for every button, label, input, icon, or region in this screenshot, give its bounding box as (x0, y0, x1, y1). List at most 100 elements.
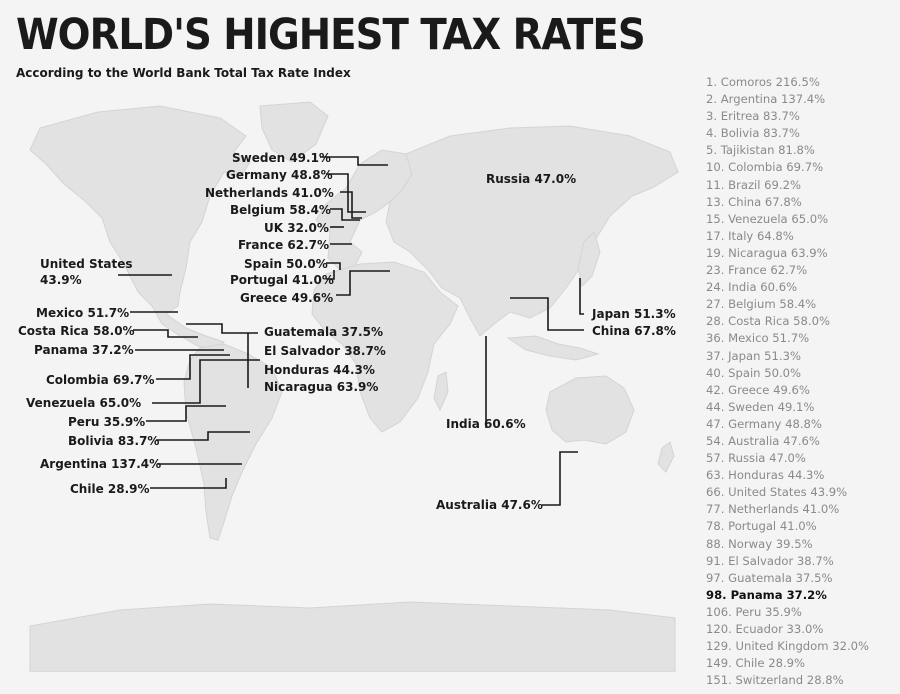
ranking-item: 17. Italy 64.8% (706, 228, 794, 243)
label-australia: Australia 47.6% (436, 498, 543, 512)
indonesia-landmass (506, 335, 600, 361)
ranking-item: 63. Honduras 44.3% (706, 468, 825, 483)
ranking-item: 40. Spain 50.0% (706, 365, 802, 380)
ranking-item: 66. United States 43.9% (706, 485, 848, 500)
ranking-item: 106. Peru 35.9% (706, 604, 802, 619)
ranking-item: 88. Norway 39.5% (706, 536, 813, 551)
leader-netherlands (340, 191, 362, 219)
leader-venezuela (152, 359, 260, 404)
label-argentina: Argentina 137.4% (40, 457, 162, 471)
label-chile: Chile 28.9% (70, 482, 150, 496)
label-honduras: Honduras 44.3% (264, 363, 375, 377)
leader-spain (326, 262, 341, 270)
ranking-item: 11. Brazil 69.2% (706, 177, 801, 192)
label-venezuela: Venezuela 65.0% (26, 396, 142, 410)
tax-rate-ranking-list: 1. Comoros 216.5% 2. Argentina 137.4% 3. E… (706, 74, 869, 689)
ranking-item: 23. France 62.7% (706, 263, 808, 278)
ranking-item: 4. Bolivia 83.7% (706, 126, 800, 141)
ranking-item: 91. El Salvador 38.7% (706, 553, 834, 568)
leader-china (510, 297, 584, 331)
europe-landmass (315, 149, 413, 271)
ranking-item: 2. Argentina 137.4% (706, 92, 826, 107)
label-united-states: United States 43.9% (40, 256, 133, 288)
ranking-item: 57. Russia 47.0% (706, 451, 806, 466)
leader-chile (150, 478, 227, 489)
label-mexico: Mexico 51.7% (36, 306, 130, 320)
leader-japan (579, 278, 584, 315)
label-india: India 60.6% (446, 417, 526, 431)
ranking-item: 13. China 67.8% (706, 194, 802, 209)
label-peru: Peru 35.9% (68, 415, 146, 429)
africa-landmass (311, 261, 459, 433)
label-costa-rica: Costa Rica 58.0% (18, 324, 135, 338)
new-zealand-landmass (657, 441, 675, 473)
ranking-item: 97. Guatemala 37.5% (706, 570, 833, 585)
label-guatemala: Guatemala 37.5% (264, 325, 383, 339)
ranking-item: 19. Nicaragua 63.9% (706, 245, 828, 260)
ranking-item: 78. Portugal 41.0% (706, 519, 817, 534)
ranking-item: 44. Sweden 49.1% (706, 399, 815, 414)
japan-landmass (577, 231, 601, 287)
ranking-item: 77. Netherlands 41.0% (706, 502, 840, 517)
label-russia: Russia 47.0% (486, 172, 577, 186)
page-title: WORLD'S HIGHEST TAX RATES (16, 10, 646, 60)
ranking-item: 149. Chile 28.9% (706, 656, 806, 671)
madagascar-landmass (433, 371, 449, 412)
label-china: China 67.8% (592, 324, 676, 338)
page-subtitle: According to the World Bank Total Tax Ra… (16, 66, 351, 80)
ranking-item: 27. Belgium 58.4% (706, 297, 817, 312)
ranking-item: 3. Eritrea 83.7% (706, 109, 800, 124)
ranking-item: 37. Japan 51.3% (706, 348, 801, 363)
leader-australia (542, 451, 578, 506)
leader-bolivia (156, 431, 250, 441)
antarctica-landmass (29, 601, 676, 672)
ranking-item: 42. Greece 49.6% (706, 382, 810, 397)
label-united-states-rate: 43.9% (40, 273, 82, 287)
world-map-svg (29, 101, 679, 672)
ranking-item: 151. Switzerland 28.8% (706, 673, 844, 688)
label-france: France 62.7% (238, 238, 330, 252)
leader-costa-rica (133, 329, 198, 338)
label-bolivia: Bolivia 83.7% (68, 434, 160, 448)
world-map (10, 92, 685, 672)
ranking-item: 24. India 60.6% (706, 280, 798, 295)
label-sweden: Sweden 49.1% (232, 151, 331, 165)
leader-belgium (330, 208, 360, 221)
greenland-landmass (259, 101, 329, 163)
label-colombia: Colombia 69.7% (46, 373, 155, 387)
ranking-item: 1. Comoros 216.5% (706, 75, 820, 89)
label-uk: UK 32.0% (264, 221, 329, 235)
ranking-item: 98. Panama 37.2% (706, 587, 827, 602)
label-greece: Greece 49.6% (240, 291, 334, 305)
label-netherlands: Netherlands 41.0% (205, 186, 334, 200)
label-portugal: Portugal 41.0% (230, 273, 334, 287)
label-nicaragua: Nicaragua 63.9% (264, 380, 379, 394)
leader-germany (326, 173, 366, 213)
leader-colombia (156, 354, 230, 380)
label-united-states-name: United States (40, 257, 133, 271)
ranking-item: 15. Venezuela 65.0% (706, 211, 829, 226)
asia-landmass (385, 125, 679, 337)
leader-sweden (320, 156, 388, 166)
ranking-item: 47. Germany 48.8% (706, 416, 822, 431)
ranking-item: 10. Colombia 69.7% (706, 160, 824, 175)
leader-greece (336, 270, 390, 296)
label-panama: Panama 37.2% (34, 343, 134, 357)
label-germany: Germany 48.8% (226, 168, 333, 182)
ranking-item: 54. Australia 47.6% (706, 433, 820, 448)
leader-peru (146, 405, 226, 422)
ranking-item: 28. Costa Rica 58.0% (706, 314, 830, 329)
ranking-item: 129. United Kingdom 32.0% (706, 639, 870, 654)
label-belgium: Belgium 58.4% (230, 203, 331, 217)
ranking-item: 5. Tajikistan 81.8% (706, 143, 815, 158)
ranking-item: 36. Mexico 51.7% (706, 331, 810, 346)
leader-portugal (326, 270, 335, 280)
leader-central-america (186, 323, 258, 334)
label-japan: Japan 51.3% (592, 307, 676, 321)
label-spain: Spain 50.0% (244, 257, 328, 271)
north-america-landmass (29, 105, 251, 351)
ranking-item: 120. Ecuador 33.0% (706, 622, 824, 636)
label-el-salvador: El Salvador 38.7% (264, 344, 386, 358)
australia-landmass (545, 375, 635, 445)
